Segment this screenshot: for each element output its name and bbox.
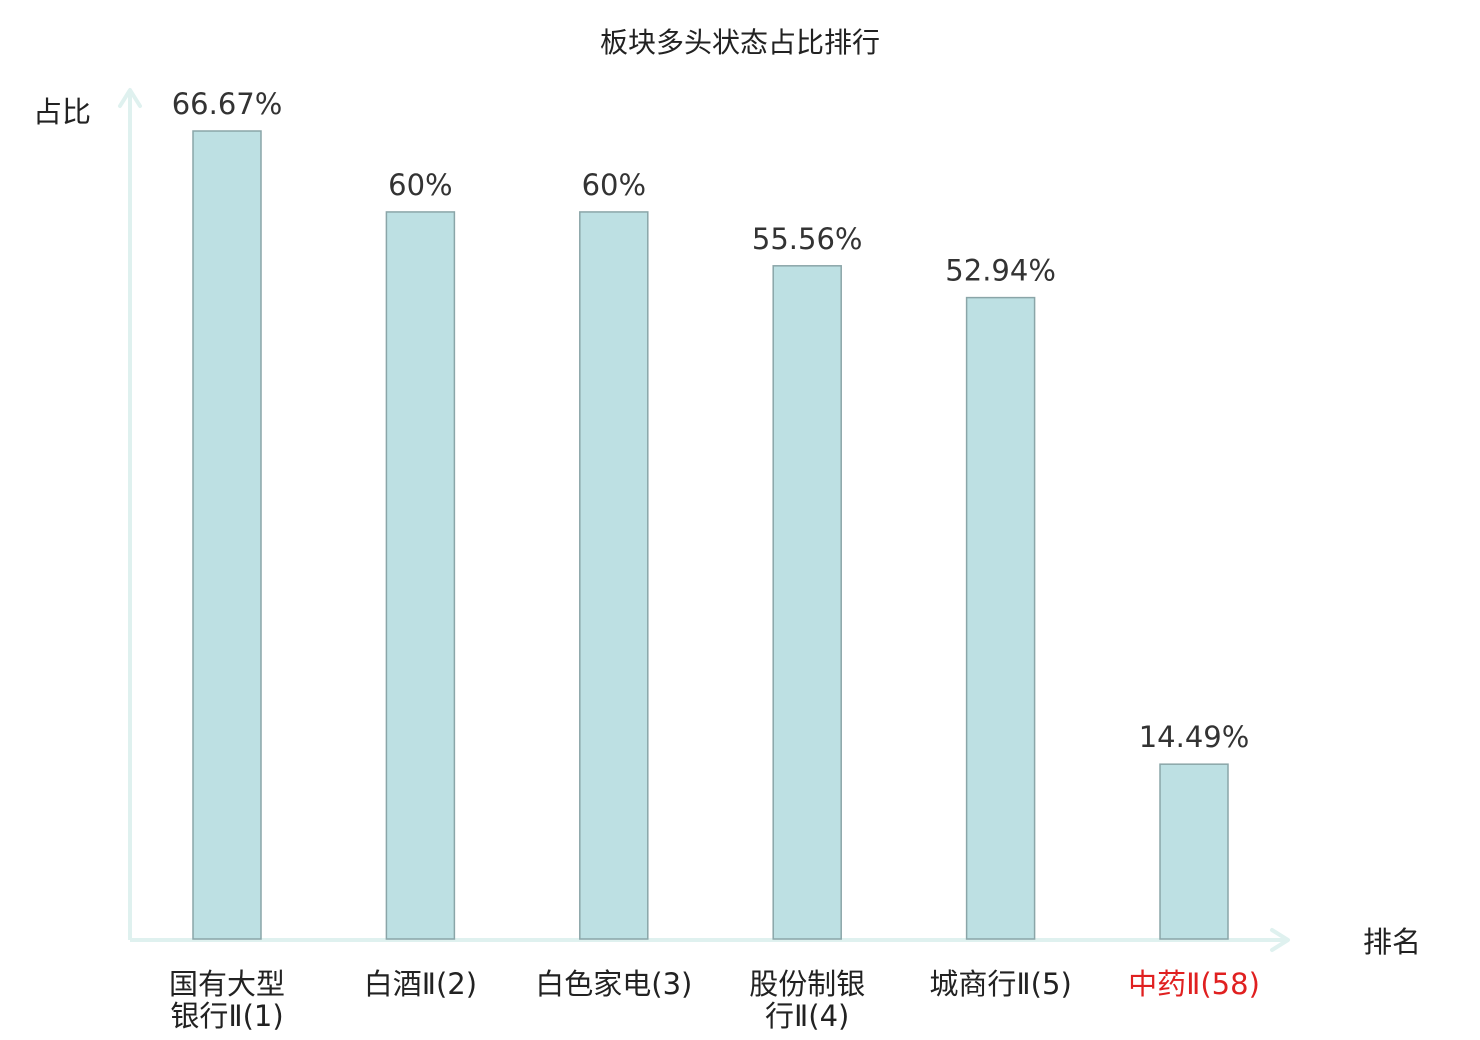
- chart-title: 板块多头状态占比排行: [600, 26, 880, 59]
- bars-group: [192, 130, 1229, 940]
- y-axis-arrow: [118, 88, 142, 108]
- category-label: 股份制银: [749, 967, 865, 1001]
- category-label: 城商行Ⅱ(5): [929, 967, 1071, 1001]
- category-label: 银行Ⅱ(1): [170, 999, 283, 1033]
- bar: [579, 211, 649, 940]
- bar: [1159, 763, 1229, 940]
- x-axis-arrow: [1270, 928, 1290, 952]
- value-label: 60%: [388, 168, 452, 202]
- category-label: 中药Ⅱ(58): [1128, 967, 1260, 1001]
- category-label: 白色家电(3): [535, 967, 692, 1001]
- bar: [772, 265, 842, 940]
- value-label: 14.49%: [1139, 720, 1250, 754]
- value-label: 55.56%: [752, 222, 863, 256]
- category-label: 国有大型: [169, 967, 285, 1001]
- axes: [118, 88, 1290, 952]
- y-axis-label: 占比: [33, 95, 91, 129]
- value-label: 60%: [582, 168, 646, 202]
- x-axis-label: 排名: [1363, 925, 1421, 959]
- bar: [965, 296, 1036, 940]
- value-label: 66.67%: [172, 87, 283, 121]
- value-label: 52.94%: [945, 254, 1056, 288]
- bar: [385, 211, 456, 940]
- bar: [192, 130, 262, 940]
- value-labels-group: 66.67% 60% 60% 55.56% 52.94% 14.49%: [172, 87, 1250, 754]
- category-label: 行Ⅱ(4): [765, 999, 849, 1033]
- category-label: 白酒Ⅱ(2): [364, 967, 477, 1001]
